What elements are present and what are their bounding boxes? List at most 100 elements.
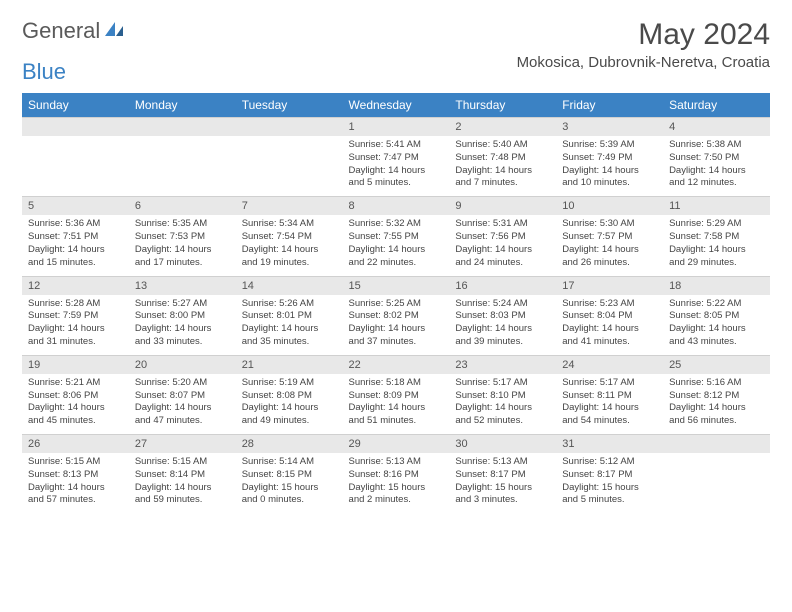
day-detail: Sunrise: 5:36 AMSunset: 7:51 PMDaylight:…: [22, 215, 129, 275]
calendar-week-row: 19Sunrise: 5:21 AMSunset: 8:06 PMDayligh…: [22, 355, 770, 434]
day-detail-line: Sunset: 8:00 PM: [135, 310, 230, 323]
weekday-header: Friday: [556, 93, 663, 117]
day-detail-line: Sunrise: 5:17 AM: [455, 377, 550, 390]
day-detail: [129, 136, 236, 192]
day-detail-line: Sunset: 7:57 PM: [562, 231, 657, 244]
day-detail-line: Sunset: 8:05 PM: [669, 310, 764, 323]
day-detail: Sunrise: 5:40 AMSunset: 7:48 PMDaylight:…: [449, 136, 556, 196]
day-detail-line: Sunrise: 5:21 AM: [28, 377, 123, 390]
day-detail-line: Sunrise: 5:34 AM: [242, 218, 337, 231]
calendar-week-row: 26Sunrise: 5:15 AMSunset: 8:13 PMDayligh…: [22, 434, 770, 513]
day-number: 2: [449, 117, 556, 136]
day-detail-line: Sunset: 7:47 PM: [349, 152, 444, 165]
day-detail-line: Sunset: 8:17 PM: [562, 469, 657, 482]
weekday-header: Thursday: [449, 93, 556, 117]
day-number: 30: [449, 434, 556, 453]
day-detail-line: Sunrise: 5:27 AM: [135, 298, 230, 311]
day-detail-line: Daylight: 14 hours and 17 minutes.: [135, 244, 230, 270]
day-detail-line: Sunrise: 5:29 AM: [669, 218, 764, 231]
day-detail: Sunrise: 5:18 AMSunset: 8:09 PMDaylight:…: [343, 374, 450, 434]
day-detail-line: Daylight: 14 hours and 29 minutes.: [669, 244, 764, 270]
day-detail-line: Daylight: 14 hours and 24 minutes.: [455, 244, 550, 270]
day-detail-line: Sunrise: 5:12 AM: [562, 456, 657, 469]
day-detail: Sunrise: 5:12 AMSunset: 8:17 PMDaylight:…: [556, 453, 663, 513]
day-detail: [236, 136, 343, 192]
day-detail-line: Sunrise: 5:32 AM: [349, 218, 444, 231]
day-detail-line: Sunset: 8:12 PM: [669, 390, 764, 403]
day-detail-line: Sunset: 8:10 PM: [455, 390, 550, 403]
day-detail: Sunrise: 5:27 AMSunset: 8:00 PMDaylight:…: [129, 295, 236, 355]
day-number: 4: [663, 117, 770, 136]
day-detail-line: Sunset: 7:56 PM: [455, 231, 550, 244]
day-detail-line: Sunrise: 5:14 AM: [242, 456, 337, 469]
day-detail-line: Sunrise: 5:13 AM: [349, 456, 444, 469]
day-cell: 7Sunrise: 5:34 AMSunset: 7:54 PMDaylight…: [236, 196, 343, 275]
day-detail-line: Daylight: 14 hours and 41 minutes.: [562, 323, 657, 349]
day-detail: Sunrise: 5:34 AMSunset: 7:54 PMDaylight:…: [236, 215, 343, 275]
day-detail: Sunrise: 5:24 AMSunset: 8:03 PMDaylight:…: [449, 295, 556, 355]
calendar-week-row: 5Sunrise: 5:36 AMSunset: 7:51 PMDaylight…: [22, 196, 770, 275]
day-detail-line: Sunrise: 5:18 AM: [349, 377, 444, 390]
day-detail-line: Sunset: 7:54 PM: [242, 231, 337, 244]
day-detail: Sunrise: 5:14 AMSunset: 8:15 PMDaylight:…: [236, 453, 343, 513]
day-number: 20: [129, 355, 236, 374]
day-cell: 9Sunrise: 5:31 AMSunset: 7:56 PMDaylight…: [449, 196, 556, 275]
day-detail: Sunrise: 5:25 AMSunset: 8:02 PMDaylight:…: [343, 295, 450, 355]
title-block: May 2024 Mokosica, Dubrovnik-Neretva, Cr…: [517, 18, 770, 71]
day-number: 22: [343, 355, 450, 374]
day-cell: 18Sunrise: 5:22 AMSunset: 8:05 PMDayligh…: [663, 276, 770, 355]
day-cell: 31Sunrise: 5:12 AMSunset: 8:17 PMDayligh…: [556, 434, 663, 513]
day-detail: Sunrise: 5:28 AMSunset: 7:59 PMDaylight:…: [22, 295, 129, 355]
day-detail: Sunrise: 5:38 AMSunset: 7:50 PMDaylight:…: [663, 136, 770, 196]
day-detail: Sunrise: 5:26 AMSunset: 8:01 PMDaylight:…: [236, 295, 343, 355]
day-number: 26: [22, 434, 129, 453]
empty-day-cell: [22, 117, 129, 196]
day-detail-line: Daylight: 14 hours and 56 minutes.: [669, 402, 764, 428]
day-detail: Sunrise: 5:29 AMSunset: 7:58 PMDaylight:…: [663, 215, 770, 275]
day-number: 21: [236, 355, 343, 374]
day-detail-line: Daylight: 15 hours and 3 minutes.: [455, 482, 550, 508]
day-cell: 3Sunrise: 5:39 AMSunset: 7:49 PMDaylight…: [556, 117, 663, 196]
day-detail-line: Sunrise: 5:35 AM: [135, 218, 230, 231]
day-detail-line: Sunset: 7:59 PM: [28, 310, 123, 323]
day-detail-line: Sunset: 8:03 PM: [455, 310, 550, 323]
day-detail: Sunrise: 5:35 AMSunset: 7:53 PMDaylight:…: [129, 215, 236, 275]
calendar-week-row: 1Sunrise: 5:41 AMSunset: 7:47 PMDaylight…: [22, 117, 770, 196]
day-number: 18: [663, 276, 770, 295]
day-detail: Sunrise: 5:13 AMSunset: 8:16 PMDaylight:…: [343, 453, 450, 513]
day-detail-line: Sunset: 8:16 PM: [349, 469, 444, 482]
empty-day-cell: [663, 434, 770, 513]
day-number: 3: [556, 117, 663, 136]
day-detail-line: Daylight: 14 hours and 37 minutes.: [349, 323, 444, 349]
day-detail-line: Sunrise: 5:26 AM: [242, 298, 337, 311]
day-number: 31: [556, 434, 663, 453]
day-detail-line: Sunrise: 5:41 AM: [349, 139, 444, 152]
month-title: May 2024: [517, 18, 770, 52]
day-detail: Sunrise: 5:20 AMSunset: 8:07 PMDaylight:…: [129, 374, 236, 434]
day-detail: [663, 453, 770, 509]
day-detail-line: Daylight: 14 hours and 12 minutes.: [669, 165, 764, 191]
day-detail-line: Sunset: 8:04 PM: [562, 310, 657, 323]
day-number: 11: [663, 196, 770, 215]
day-detail-line: Sunset: 8:14 PM: [135, 469, 230, 482]
day-cell: 5Sunrise: 5:36 AMSunset: 7:51 PMDaylight…: [22, 196, 129, 275]
day-detail-line: Sunset: 7:58 PM: [669, 231, 764, 244]
day-detail-line: Sunrise: 5:40 AM: [455, 139, 550, 152]
day-number: 27: [129, 434, 236, 453]
day-number: [236, 117, 343, 136]
day-cell: 21Sunrise: 5:19 AMSunset: 8:08 PMDayligh…: [236, 355, 343, 434]
day-detail: Sunrise: 5:30 AMSunset: 7:57 PMDaylight:…: [556, 215, 663, 275]
day-cell: 11Sunrise: 5:29 AMSunset: 7:58 PMDayligh…: [663, 196, 770, 275]
day-cell: 6Sunrise: 5:35 AMSunset: 7:53 PMDaylight…: [129, 196, 236, 275]
day-detail: Sunrise: 5:23 AMSunset: 8:04 PMDaylight:…: [556, 295, 663, 355]
day-detail-line: Daylight: 14 hours and 45 minutes.: [28, 402, 123, 428]
day-cell: 17Sunrise: 5:23 AMSunset: 8:04 PMDayligh…: [556, 276, 663, 355]
day-cell: 14Sunrise: 5:26 AMSunset: 8:01 PMDayligh…: [236, 276, 343, 355]
empty-day-cell: [236, 117, 343, 196]
day-cell: 28Sunrise: 5:14 AMSunset: 8:15 PMDayligh…: [236, 434, 343, 513]
day-detail: Sunrise: 5:32 AMSunset: 7:55 PMDaylight:…: [343, 215, 450, 275]
day-number: 7: [236, 196, 343, 215]
logo: General: [22, 18, 128, 44]
day-number: 9: [449, 196, 556, 215]
day-detail: Sunrise: 5:13 AMSunset: 8:17 PMDaylight:…: [449, 453, 556, 513]
